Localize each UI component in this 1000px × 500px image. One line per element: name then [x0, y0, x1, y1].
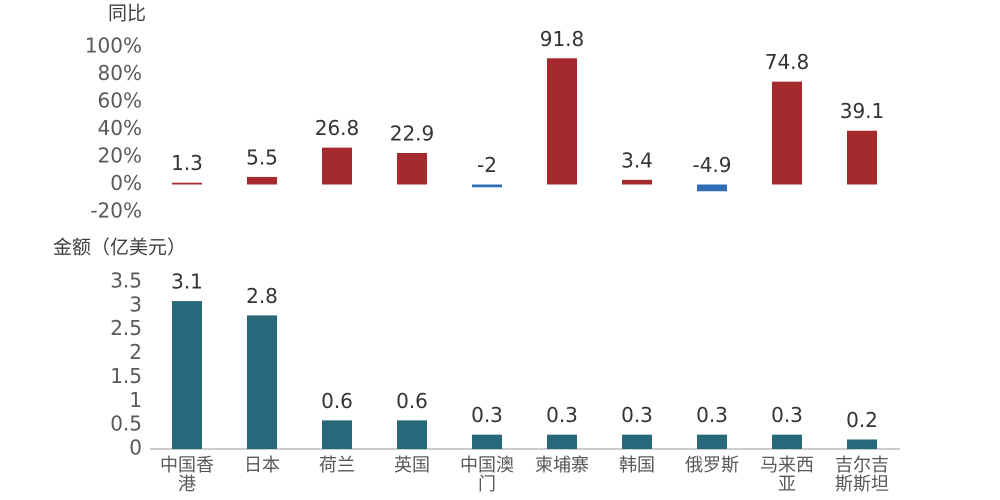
data-label: -2	[477, 153, 497, 177]
data-label: 26.8	[315, 116, 360, 140]
bar	[547, 58, 577, 185]
bar	[772, 434, 802, 449]
bar	[622, 434, 652, 449]
y-tick-label: 100%	[85, 34, 142, 58]
data-label: 5.5	[246, 145, 278, 169]
data-label: 0.2	[846, 408, 878, 432]
data-label: 0.3	[546, 403, 578, 427]
data-label: 2.8	[246, 284, 278, 308]
bar	[172, 182, 202, 185]
y-tick-label: 1.5	[110, 364, 142, 388]
x-tick-label: 韩国	[619, 455, 655, 476]
y-tick-label: 80%	[98, 61, 142, 85]
y-tick-label: 20%	[98, 144, 142, 168]
bar	[247, 176, 277, 185]
bar	[847, 439, 877, 449]
y-tick-label: 2.5	[110, 316, 142, 340]
bar	[172, 301, 202, 449]
bar	[697, 434, 727, 449]
bar	[622, 179, 652, 185]
bar	[472, 184, 502, 188]
data-label: 0.6	[396, 389, 428, 413]
y-tick-label: 60%	[98, 89, 142, 113]
bar	[247, 315, 277, 449]
x-tick-label: 吉尔吉斯斯坦	[835, 455, 889, 495]
bar	[697, 184, 727, 192]
chart-title: 金额（亿美元）	[53, 237, 186, 259]
data-label: 91.8	[540, 27, 585, 51]
data-label: 39.1	[840, 99, 885, 123]
x-tick-label: 荷兰	[319, 455, 355, 476]
y-tick-label: 3	[129, 292, 142, 316]
x-tick-label: 中国澳门	[460, 455, 514, 495]
y-tick-label: 3.5	[110, 269, 142, 293]
x-tick-label: 英国	[394, 455, 430, 476]
y-tick-label: 0	[129, 436, 142, 460]
data-label: 74.8	[765, 50, 810, 74]
y-tick-label: 2	[129, 340, 142, 364]
y-tick-label: 40%	[98, 116, 142, 140]
data-label: 1.3	[171, 151, 203, 175]
y-tick-label: -20%	[90, 199, 142, 223]
data-label: 0.3	[771, 403, 803, 427]
data-label: 3.4	[621, 148, 653, 172]
x-tick-label: 俄罗斯	[685, 455, 739, 476]
bar	[772, 81, 802, 185]
x-tick-label: 中国香港	[160, 455, 214, 495]
chart-title: 同比	[108, 3, 146, 25]
bar	[397, 420, 427, 449]
bar	[847, 130, 877, 185]
bar	[322, 147, 352, 185]
data-label: 22.9	[390, 122, 435, 146]
y-tick-label: 0.5	[110, 412, 142, 436]
bar	[547, 434, 577, 449]
bar	[472, 434, 502, 449]
data-label: 0.3	[471, 403, 503, 427]
y-tick-label: 0%	[110, 171, 142, 195]
data-label: 0.6	[321, 389, 353, 413]
bar	[322, 420, 352, 449]
x-tick-label: 柬埔寨	[535, 455, 589, 476]
y-tick-label: 1	[129, 388, 142, 412]
bar	[397, 153, 427, 185]
data-label: 0.3	[621, 403, 653, 427]
x-tick-label: 日本	[244, 455, 280, 476]
data-label: 0.3	[696, 403, 728, 427]
data-label: 3.1	[171, 270, 203, 294]
x-tick-label: 马来西亚	[760, 455, 814, 495]
data-label: -4.9	[692, 153, 731, 177]
